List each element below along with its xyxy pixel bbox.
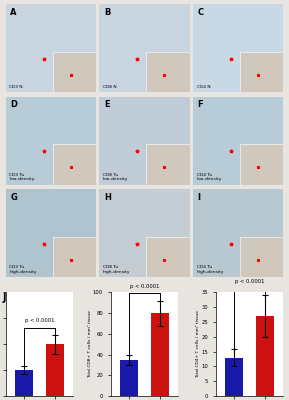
FancyBboxPatch shape (146, 144, 190, 185)
Text: CD3 N: CD3 N (9, 85, 23, 89)
Text: C: C (198, 8, 204, 16)
Text: D: D (10, 100, 17, 109)
Text: p < 0.0001: p < 0.0001 (25, 318, 54, 324)
Text: p < 0.0001: p < 0.0001 (235, 279, 264, 284)
Y-axis label: Total CD8+ T cells / mm² tissue: Total CD8+ T cells / mm² tissue (88, 310, 92, 378)
Text: CD3 Tu
high-density: CD3 Tu high-density (9, 265, 37, 274)
Text: J: J (3, 293, 6, 303)
FancyBboxPatch shape (53, 52, 96, 92)
Bar (46, 344, 64, 396)
FancyBboxPatch shape (53, 237, 96, 277)
FancyBboxPatch shape (240, 52, 283, 92)
Text: H: H (104, 193, 111, 202)
Bar (120, 360, 138, 396)
Bar (225, 358, 243, 396)
Text: CD8 Tu
high-density: CD8 Tu high-density (103, 265, 131, 274)
Text: p < 0.0001: p < 0.0001 (130, 284, 159, 289)
Text: B: B (104, 8, 110, 16)
Bar (151, 313, 169, 396)
FancyBboxPatch shape (146, 52, 190, 92)
Text: CD8 Tu
low-density: CD8 Tu low-density (103, 172, 128, 181)
Text: F: F (198, 100, 203, 109)
Text: CD3 Tu
low-density: CD3 Tu low-density (9, 172, 35, 181)
Text: I: I (198, 193, 201, 202)
Text: G: G (10, 193, 17, 202)
Bar (15, 370, 34, 396)
Text: A: A (10, 8, 17, 16)
Bar (255, 316, 274, 396)
Text: CD8 N: CD8 N (103, 85, 117, 89)
FancyBboxPatch shape (53, 144, 96, 185)
Text: CD4 Tu
high-density: CD4 Tu high-density (197, 265, 224, 274)
Text: E: E (104, 100, 110, 109)
Y-axis label: Total CD4+ T cells / mm² tissue: Total CD4+ T cells / mm² tissue (197, 310, 200, 378)
Text: CD4 Tu
low-density: CD4 Tu low-density (197, 172, 222, 181)
FancyBboxPatch shape (240, 144, 283, 185)
FancyBboxPatch shape (146, 237, 190, 277)
FancyBboxPatch shape (240, 237, 283, 277)
Text: CD4 N: CD4 N (197, 85, 210, 89)
